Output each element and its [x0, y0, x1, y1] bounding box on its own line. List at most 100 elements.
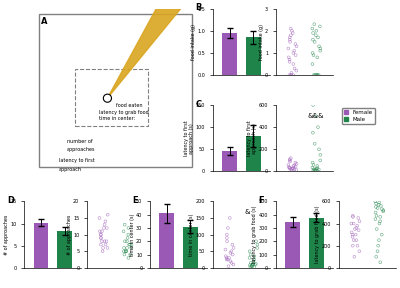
Point — [227, 259, 234, 264]
Point — [373, 255, 380, 259]
Point — [224, 239, 230, 244]
Point — [310, 103, 316, 107]
Point — [222, 247, 229, 252]
Point — [246, 255, 253, 260]
Point — [225, 264, 232, 268]
Point — [354, 223, 360, 228]
Point — [226, 255, 232, 260]
Point — [286, 35, 293, 40]
Point — [293, 168, 300, 172]
Point — [222, 254, 229, 259]
Point — [251, 257, 257, 262]
Point — [102, 219, 109, 223]
Bar — [222, 151, 237, 171]
Point — [227, 251, 234, 255]
Point — [103, 239, 110, 244]
Point — [126, 242, 132, 247]
Point — [317, 46, 324, 51]
Point — [310, 51, 316, 55]
Point — [290, 166, 296, 171]
Point — [350, 238, 357, 242]
Point — [291, 48, 298, 53]
Bar — [57, 231, 72, 268]
Point — [288, 71, 295, 75]
Point — [228, 261, 235, 265]
Point — [317, 24, 323, 29]
Point — [120, 249, 127, 253]
Point — [250, 259, 257, 264]
Point — [127, 252, 133, 257]
Point — [316, 147, 322, 151]
Point — [125, 232, 132, 237]
Point — [313, 73, 320, 77]
Point — [378, 204, 384, 208]
Point — [286, 60, 293, 64]
Point — [97, 229, 103, 234]
Point — [356, 219, 363, 223]
Point — [288, 156, 294, 160]
Point — [98, 232, 104, 237]
Text: &: & — [244, 209, 250, 215]
Point — [124, 236, 131, 240]
Point — [350, 215, 356, 219]
Point — [373, 201, 379, 206]
Y-axis label: food intake (g): food intake (g) — [191, 24, 196, 60]
Point — [373, 213, 380, 218]
Point — [376, 238, 382, 242]
Point — [253, 239, 259, 244]
Text: D: D — [7, 196, 14, 205]
Point — [378, 232, 385, 237]
Point — [376, 200, 382, 205]
Point — [356, 228, 362, 232]
Text: A: A — [41, 17, 47, 26]
Point — [124, 246, 130, 250]
Point — [310, 162, 317, 167]
Point — [101, 222, 108, 227]
Point — [350, 243, 356, 248]
Point — [310, 160, 316, 165]
Point — [98, 232, 104, 237]
Point — [310, 37, 316, 42]
Point — [312, 141, 318, 146]
Point — [312, 168, 318, 173]
Point — [254, 246, 260, 250]
Point — [248, 264, 255, 268]
Y-axis label: time in center (s): time in center (s) — [130, 213, 135, 256]
Point — [291, 167, 298, 172]
Point — [379, 207, 385, 211]
Point — [372, 199, 378, 204]
Point — [104, 212, 111, 217]
Point — [248, 264, 255, 268]
Text: number of: number of — [67, 139, 92, 144]
Text: time in center:: time in center: — [99, 116, 136, 121]
Point — [292, 53, 299, 58]
Point — [351, 255, 358, 259]
Y-axis label: latency to grab food (s): latency to grab food (s) — [315, 206, 320, 263]
Point — [311, 22, 318, 26]
Bar — [246, 136, 260, 171]
Point — [293, 161, 300, 166]
Point — [309, 62, 316, 66]
Point — [292, 164, 299, 169]
Point — [310, 31, 316, 35]
Point — [314, 166, 320, 170]
Point — [372, 210, 379, 215]
Circle shape — [103, 94, 112, 102]
Point — [350, 221, 357, 226]
Point — [376, 221, 383, 226]
Point — [247, 252, 254, 257]
Point — [376, 202, 382, 207]
Point — [313, 33, 319, 37]
Point — [290, 166, 296, 170]
FancyBboxPatch shape — [39, 14, 192, 166]
Point — [249, 263, 256, 268]
Text: approaches: approaches — [67, 147, 95, 152]
Point — [224, 257, 231, 262]
Y-axis label: # of approaches: # of approaches — [4, 215, 9, 255]
Point — [288, 167, 294, 172]
Point — [286, 55, 292, 60]
Point — [286, 37, 293, 42]
Point — [290, 51, 296, 55]
Text: food eaten: food eaten — [116, 103, 142, 108]
Point — [287, 39, 293, 44]
